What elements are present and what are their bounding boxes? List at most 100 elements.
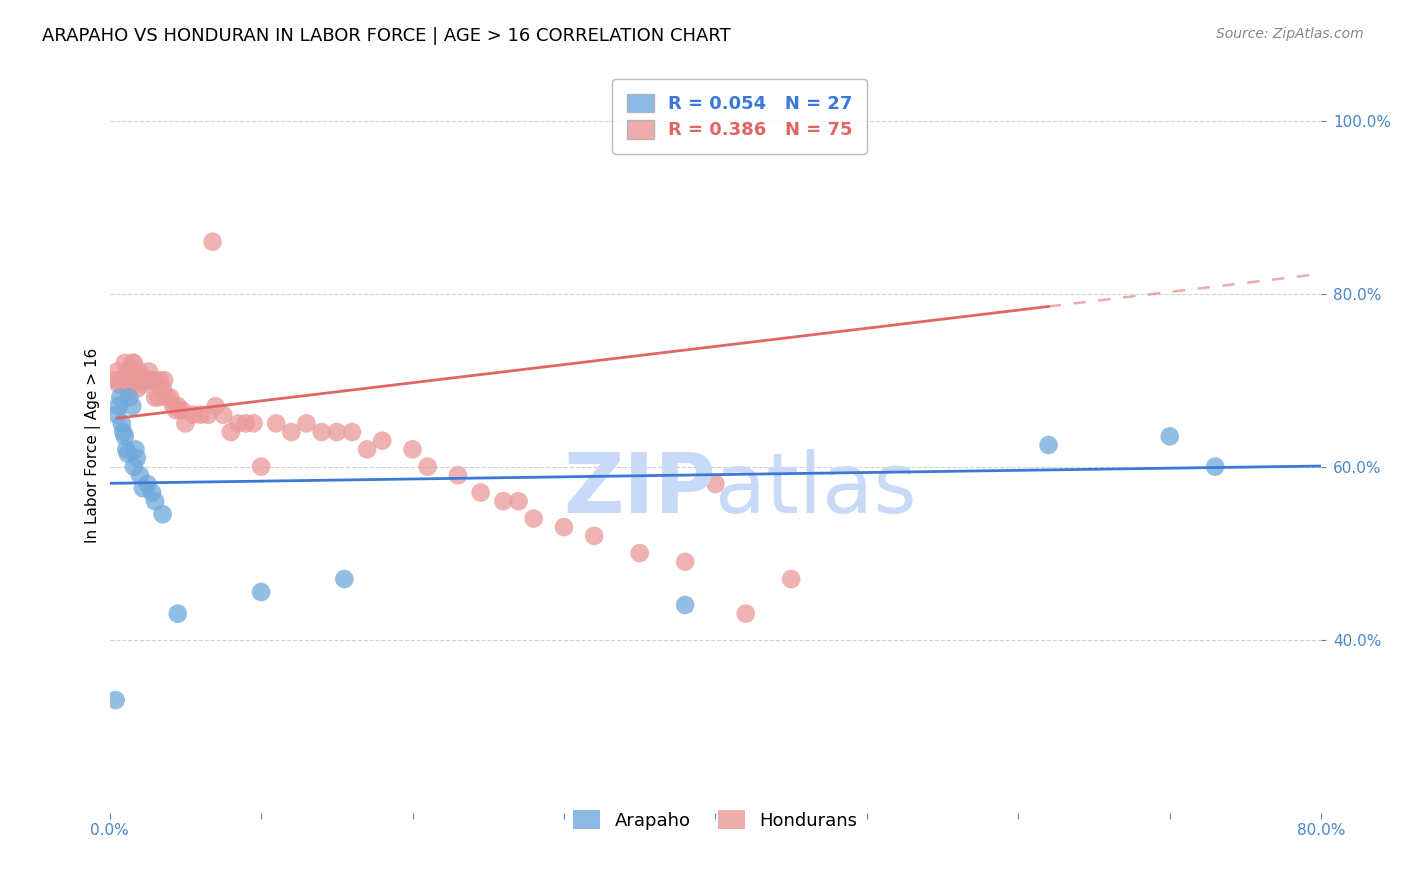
Point bbox=[146, 391, 169, 405]
Point bbox=[401, 442, 423, 457]
Point bbox=[371, 434, 394, 448]
Point bbox=[105, 364, 128, 378]
Point bbox=[114, 373, 136, 387]
Point bbox=[121, 373, 143, 387]
Point bbox=[107, 377, 129, 392]
Point bbox=[127, 373, 149, 387]
Point bbox=[326, 425, 349, 439]
Point bbox=[107, 399, 129, 413]
Point bbox=[118, 391, 141, 405]
Point bbox=[143, 494, 166, 508]
Point bbox=[125, 382, 148, 396]
Point bbox=[110, 391, 132, 405]
Point bbox=[143, 391, 166, 405]
Point bbox=[142, 373, 165, 387]
Point bbox=[242, 417, 264, 431]
Point bbox=[129, 364, 152, 378]
Point bbox=[156, 391, 179, 405]
Point bbox=[111, 373, 134, 387]
Point bbox=[139, 373, 162, 387]
Point bbox=[190, 408, 212, 422]
Point bbox=[132, 481, 155, 495]
Point bbox=[111, 417, 134, 431]
Point bbox=[295, 417, 318, 431]
Point bbox=[523, 511, 546, 525]
Point bbox=[122, 356, 145, 370]
Point bbox=[118, 373, 141, 387]
Point bbox=[212, 408, 235, 422]
Point bbox=[115, 442, 138, 457]
Point bbox=[197, 408, 219, 422]
Point bbox=[264, 417, 287, 431]
Legend: Arapaho, Hondurans: Arapaho, Hondurans bbox=[560, 796, 872, 844]
Point bbox=[115, 373, 138, 387]
Text: ZIP: ZIP bbox=[562, 449, 716, 530]
Point bbox=[134, 373, 156, 387]
Point bbox=[204, 399, 226, 413]
Point bbox=[141, 485, 163, 500]
Point bbox=[124, 442, 146, 457]
Point bbox=[121, 399, 143, 413]
Point bbox=[356, 442, 378, 457]
Point bbox=[117, 447, 139, 461]
Point bbox=[553, 520, 575, 534]
Point bbox=[583, 529, 606, 543]
Point bbox=[112, 425, 135, 439]
Point bbox=[172, 403, 194, 417]
Point bbox=[340, 425, 363, 439]
Point bbox=[132, 377, 155, 392]
Point bbox=[673, 598, 696, 612]
Point bbox=[1038, 438, 1060, 452]
Point bbox=[734, 607, 756, 621]
Point bbox=[416, 459, 439, 474]
Point bbox=[508, 494, 530, 508]
Point bbox=[125, 373, 148, 387]
Point bbox=[166, 607, 188, 621]
Point bbox=[112, 373, 135, 387]
Point bbox=[470, 485, 492, 500]
Point bbox=[673, 555, 696, 569]
Point bbox=[333, 572, 356, 586]
Point bbox=[250, 585, 273, 599]
Point bbox=[105, 408, 128, 422]
Point bbox=[114, 429, 136, 443]
Text: atlas: atlas bbox=[716, 449, 917, 530]
Point bbox=[165, 403, 187, 417]
Point bbox=[162, 399, 184, 413]
Point bbox=[1159, 429, 1181, 443]
Text: ARAPAHO VS HONDURAN IN LABOR FORCE | AGE > 16 CORRELATION CHART: ARAPAHO VS HONDURAN IN LABOR FORCE | AGE… bbox=[42, 27, 731, 45]
Point bbox=[153, 373, 176, 387]
Point bbox=[114, 356, 136, 370]
Point bbox=[250, 459, 273, 474]
Point bbox=[121, 356, 143, 370]
Point bbox=[159, 391, 181, 405]
Point bbox=[166, 399, 188, 413]
Point bbox=[492, 494, 515, 508]
Point bbox=[104, 373, 127, 387]
Point bbox=[117, 364, 139, 378]
Point bbox=[181, 408, 204, 422]
Point bbox=[152, 507, 174, 521]
Point bbox=[280, 425, 302, 439]
Point bbox=[447, 468, 470, 483]
Point bbox=[117, 382, 139, 396]
Point bbox=[780, 572, 803, 586]
Point bbox=[122, 459, 145, 474]
Point bbox=[138, 364, 160, 378]
Point bbox=[152, 382, 174, 396]
Point bbox=[135, 373, 157, 387]
Point bbox=[174, 417, 197, 431]
Point bbox=[228, 417, 250, 431]
Point bbox=[120, 373, 142, 387]
Point bbox=[149, 373, 172, 387]
Point bbox=[131, 373, 153, 387]
Point bbox=[235, 417, 257, 431]
Point bbox=[110, 373, 132, 387]
Text: Source: ZipAtlas.com: Source: ZipAtlas.com bbox=[1216, 27, 1364, 41]
Point bbox=[1204, 459, 1226, 474]
Point bbox=[311, 425, 333, 439]
Point bbox=[704, 477, 727, 491]
Point bbox=[136, 373, 159, 387]
Point bbox=[124, 364, 146, 378]
Point bbox=[141, 373, 163, 387]
